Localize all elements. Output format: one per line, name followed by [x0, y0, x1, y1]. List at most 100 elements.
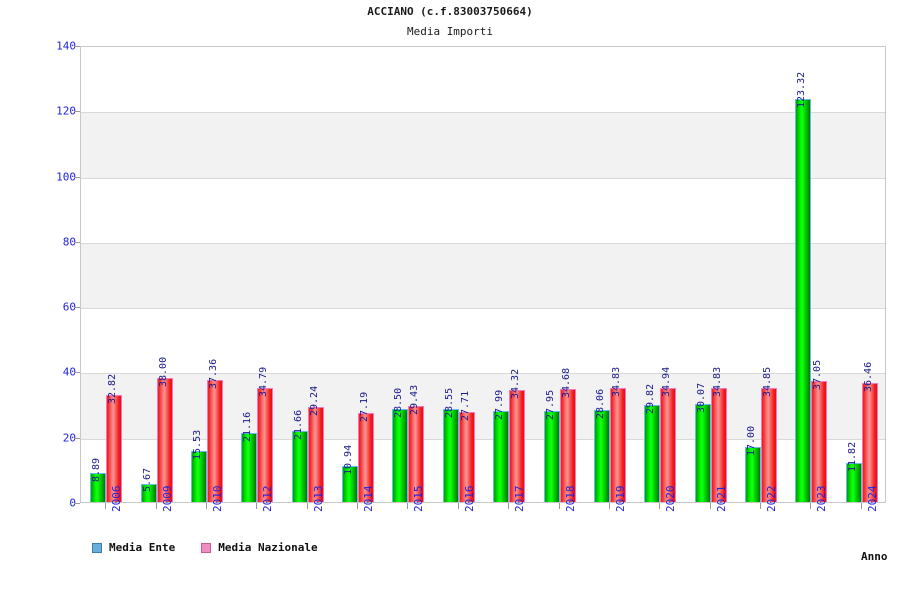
y-tick-mark — [74, 176, 80, 178]
bar-media-ente-2023[interactable] — [795, 99, 812, 502]
gridline — [81, 112, 885, 114]
y-tick-mark — [74, 111, 80, 113]
x-tick-label-2017: 2017 — [513, 485, 527, 513]
plot-band — [81, 242, 885, 309]
x-tick-mark — [508, 503, 510, 509]
bar-value-label: 8.89 — [91, 457, 103, 482]
bar-value-label: 34.68 — [560, 367, 572, 398]
x-tick-label-2018: 2018 — [563, 485, 577, 513]
x-tick-label-2024: 2024 — [865, 485, 879, 513]
bar-media-ente-2014[interactable] — [342, 466, 359, 502]
chart-subtitle: Media Importi — [406, 25, 494, 38]
legend-swatch-icon-media-nazionale — [201, 542, 212, 553]
bar-media-ente-2021[interactable] — [694, 403, 711, 502]
y-tick-label: 40 — [62, 365, 76, 379]
x-tick-mark — [810, 503, 812, 509]
y-tick-label: 140 — [56, 39, 76, 53]
bar-value-label: 123.32 — [796, 72, 808, 109]
x-tick-label-2020: 2020 — [664, 485, 678, 513]
y-tick-label: 120 — [56, 104, 76, 118]
bar-media-ente-2020[interactable] — [644, 404, 661, 502]
gridline — [81, 242, 885, 244]
bar-value-label: 21.16 — [242, 411, 254, 442]
bar-media-nazionale-2017[interactable] — [509, 389, 526, 502]
x-tick-label-2010: 2010 — [210, 485, 224, 513]
bar-media-nazionale-2014[interactable] — [358, 413, 375, 502]
x-tick-mark — [608, 503, 610, 509]
bar-value-label: 36.46 — [862, 361, 874, 392]
bar-value-label: 27.19 — [359, 392, 371, 423]
bar-value-label: 34.94 — [661, 366, 673, 397]
x-tick-label-2019: 2019 — [613, 485, 627, 513]
bar-media-nazionale-2015[interactable] — [408, 405, 425, 502]
x-tick-mark — [558, 503, 560, 509]
x-tick-mark — [256, 503, 258, 509]
bar-media-nazionale-2016[interactable] — [458, 411, 475, 502]
legend-item-media-nazionale[interactable]: Media Nazionale — [201, 541, 318, 554]
bar-value-label: 32.82 — [107, 373, 119, 404]
bar-media-nazionale-2019[interactable] — [609, 388, 626, 502]
legend-label-media-ente: Media Ente — [109, 541, 176, 554]
chart-legend: Media Ente Media Nazionale — [92, 541, 318, 554]
bar-value-label: 37.05 — [812, 359, 824, 391]
plot-area: 8.89 32.82 5.67 38.00 15.53 37.36 21.16 34.79 21… — [80, 46, 886, 503]
bar-media-ente-2015[interactable] — [392, 408, 409, 502]
bar-value-label: 5.67 — [141, 468, 153, 493]
x-tick-label-2013: 2013 — [311, 485, 325, 513]
bar-value-label: 34.83 — [711, 367, 723, 398]
x-tick-mark — [306, 503, 308, 509]
bar-media-nazionale-2021[interactable] — [710, 388, 727, 502]
bar-media-ente-2016[interactable] — [442, 408, 459, 502]
bar-media-nazionale-2013[interactable] — [307, 406, 324, 502]
gridline — [81, 177, 885, 179]
bar-media-ente-2013[interactable] — [291, 431, 308, 502]
x-tick-label-2016: 2016 — [462, 485, 476, 513]
bar-value-label: 37.36 — [207, 358, 219, 390]
y-tick-mark — [74, 437, 80, 439]
bar-media-nazionale-2010[interactable] — [206, 380, 223, 502]
bar-value-label: 34.85 — [762, 367, 774, 398]
bar-value-label: 27.95 — [544, 389, 556, 420]
bar-media-nazionale-2022[interactable] — [761, 388, 778, 502]
bar-media-nazionale-2020[interactable] — [660, 387, 677, 502]
bar-media-nazionale-2012[interactable] — [257, 388, 274, 502]
bar-value-label: 29.43 — [409, 384, 421, 415]
bar-value-label: 21.66 — [292, 410, 304, 441]
bar-media-ente-2010[interactable] — [190, 451, 207, 502]
bar-value-label: 11.82 — [846, 442, 858, 473]
bar-media-ente-2006[interactable] — [90, 472, 107, 502]
legend-item-media-ente[interactable]: Media Ente — [92, 541, 175, 554]
bar-media-ente-2012[interactable] — [241, 432, 258, 502]
y-tick-label: 100 — [56, 170, 76, 184]
bar-media-ente-2017[interactable] — [493, 410, 510, 502]
bar-value-label: 38.00 — [157, 356, 169, 387]
bar-media-nazionale-2006[interactable] — [106, 394, 123, 502]
bar-media-ente-2019[interactable] — [593, 410, 610, 502]
bar-media-ente-2009[interactable] — [140, 483, 157, 502]
x-tick-mark — [659, 503, 661, 509]
bar-media-nazionale-2023[interactable] — [811, 381, 828, 502]
y-tick-mark — [74, 46, 80, 47]
x-tick-mark — [407, 503, 409, 509]
bar-media-ente-2024[interactable] — [845, 463, 862, 502]
x-tick-label-2014: 2014 — [362, 485, 376, 513]
bar-media-nazionale-2018[interactable] — [559, 388, 576, 502]
bar-value-label: 30.07 — [695, 382, 707, 413]
plot-band — [81, 112, 885, 178]
bar-value-label: 28.06 — [594, 389, 606, 420]
bar-media-nazionale-2009[interactable] — [156, 377, 173, 502]
x-tick-mark — [709, 503, 711, 509]
bar-media-nazionale-2024[interactable] — [861, 382, 878, 502]
bar-value-label: 17.00 — [746, 425, 758, 456]
bar-value-label: 15.53 — [191, 430, 203, 461]
x-tick-label-2006: 2006 — [110, 485, 124, 513]
bar-value-label: 27.71 — [459, 390, 471, 421]
x-tick-label-2023: 2023 — [815, 485, 829, 513]
x-tick-label-2022: 2022 — [765, 485, 779, 513]
x-tick-mark — [155, 503, 157, 509]
bar-value-label: 34.83 — [610, 367, 622, 398]
bar-media-ente-2022[interactable] — [745, 446, 762, 502]
bar-media-ente-2018[interactable] — [543, 410, 560, 502]
bar-value-label: 28.55 — [443, 387, 455, 418]
